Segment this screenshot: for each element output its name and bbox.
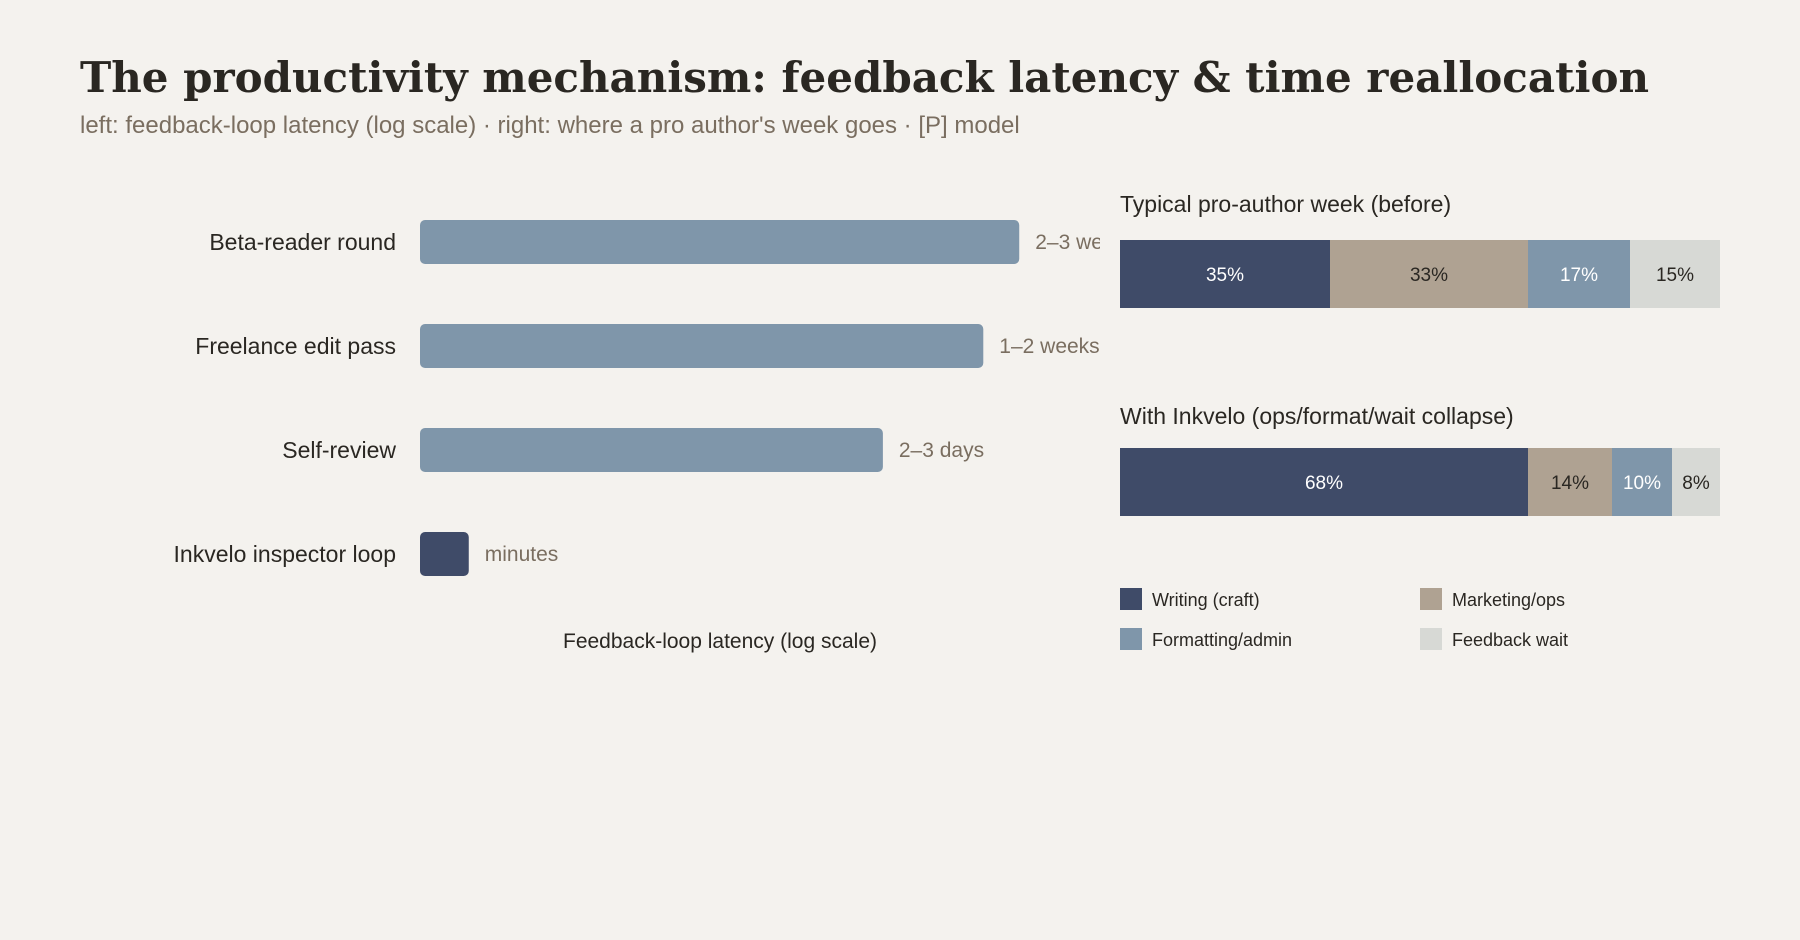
latency-bar	[420, 532, 469, 576]
latency-chart: Beta-reader round 2–3 weeks Freelance edit…	[174, 220, 1100, 653]
legend-label: Writing (craft)	[1152, 590, 1260, 610]
stacked-segment	[1630, 240, 1720, 308]
stacked-segment	[1528, 240, 1630, 308]
stacked-segment	[1120, 240, 1330, 308]
legend-label: Marketing/ops	[1452, 590, 1565, 610]
segment-label: 68%	[1305, 473, 1343, 494]
stacked-segment	[1612, 448, 1672, 516]
value-label: minutes	[485, 543, 559, 566]
legend-swatch	[1420, 588, 1442, 610]
x-axis-label: Feedback-loop latency (log scale)	[563, 630, 877, 653]
legend-swatch	[1120, 588, 1142, 610]
category-label: Beta-reader round	[209, 229, 396, 255]
latency-bar	[420, 220, 1020, 264]
stacked-segment	[1330, 240, 1528, 308]
legend-label: Feedback wait	[1452, 630, 1568, 650]
stacked-segment	[1120, 448, 1528, 516]
segment-label: 14%	[1551, 473, 1589, 494]
time-allocation-chart: Typical pro-author week (before) 35% 33% 17…	[1120, 191, 1720, 650]
value-label: 2–3 weeks	[1035, 231, 1100, 254]
legend-label: Formatting/admin	[1152, 630, 1292, 650]
category-label: Inkvelo inspector loop	[174, 541, 396, 567]
page-subtitle: left: feedback-loop latency (log scale) …	[80, 112, 1020, 139]
latency-bar	[420, 324, 984, 368]
panel-title: Typical pro-author week (before)	[1120, 191, 1451, 217]
segment-label: 35%	[1206, 265, 1244, 286]
category-label: Self-review	[282, 437, 396, 463]
value-label: 2–3 days	[899, 439, 984, 462]
category-label: Freelance edit pass	[195, 333, 396, 359]
stacked-segment	[1528, 448, 1612, 516]
segment-label: 17%	[1560, 265, 1598, 286]
segment-label: 8%	[1682, 473, 1710, 494]
stacked-segment	[1672, 448, 1720, 516]
latency-bar	[420, 428, 883, 472]
value-label: 1–2 weeks	[999, 335, 1099, 358]
panel-title: With Inkvelo (ops/format/wait collapse)	[1120, 403, 1514, 429]
legend-swatch	[1120, 628, 1142, 650]
page-title: The productivity mechanism: feedback lat…	[80, 53, 1649, 102]
segment-label: 15%	[1656, 265, 1694, 286]
segment-label: 33%	[1410, 265, 1448, 286]
legend-swatch	[1420, 628, 1442, 650]
segment-label: 10%	[1623, 473, 1661, 494]
